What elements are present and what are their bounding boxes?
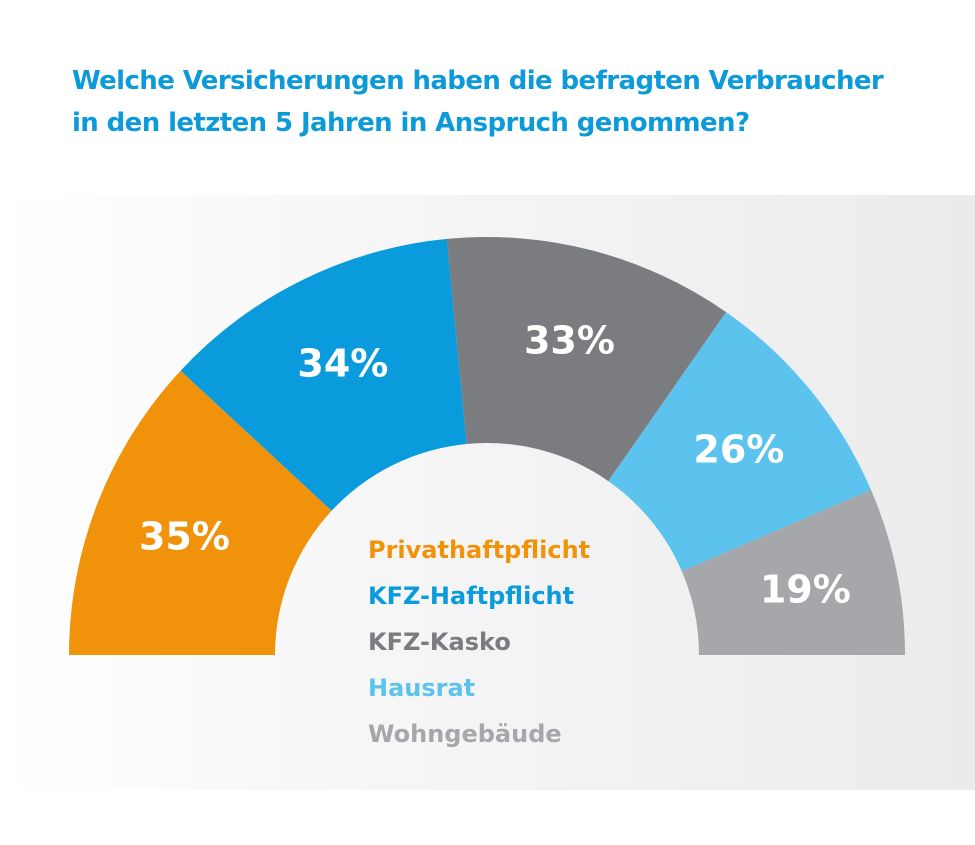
slice-3: [446, 237, 727, 482]
slice-value-label-1: 35%: [139, 514, 230, 558]
legend-item-5: Wohngebäude: [368, 720, 562, 748]
chart-title: Welche Versicherungen haben die befragte…: [72, 60, 952, 144]
legend-item-3: KFZ-Kasko: [368, 628, 511, 656]
legend-item-2: KFZ-Haftpflicht: [368, 582, 574, 610]
slice-4: [608, 312, 872, 572]
legend-item-4: Hausrat: [368, 674, 475, 702]
chart-legend: Privathaftpflicht KFZ-Haftpflicht KFZ-Kask…: [368, 536, 590, 748]
slice-1: [69, 370, 332, 655]
slice-value-label-3: 33%: [524, 319, 615, 363]
slice-value-label-4: 26%: [693, 428, 784, 472]
chart-title-line-1: Welche Versicherungen haben die befragte…: [72, 66, 884, 96]
chart-value-labels: 35% 34% 33% 26% 19%: [139, 319, 851, 612]
slice-5: [681, 489, 905, 655]
chart-slices: [69, 237, 905, 655]
chart-title-line-2: in den letzten 5 Jahren in Anspruch geno…: [72, 108, 750, 138]
legend-item-1: Privathaftpflicht: [368, 536, 590, 564]
slice-value-label-2: 34%: [297, 342, 388, 386]
slice-2: [180, 238, 467, 511]
slice-value-label-5: 19%: [760, 567, 851, 611]
